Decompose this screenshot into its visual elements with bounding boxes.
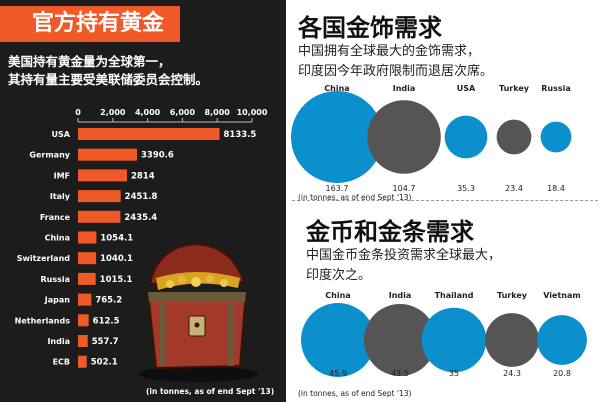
bubble-value-label: 163.7: [326, 184, 349, 193]
bar-x-axis: 0 2,000 4,000 6,000 8,000 10,000: [75, 108, 268, 123]
official-gold-subtitle-line1: 美国持有黄金量为全球第一，: [8, 54, 171, 69]
bubble-value-label: 45.9: [329, 369, 347, 378]
official-gold-panel: 官方持有黄金 美国持有黄金量为全球第一， 其持有量主要受美联储委员会控制。 0 2…: [0, 0, 286, 402]
x-tick-label: 6,000: [170, 108, 196, 117]
bar-value-label: 1054.1: [100, 234, 133, 244]
bar-value-label: 765.2: [95, 296, 122, 306]
bar-value-label: 612.5: [93, 316, 120, 326]
bubble-china: [301, 303, 375, 377]
jewellery-subtitle-line2: 印度因今年政府限制而退居次席。: [298, 64, 494, 79]
coin-bar-subtitle-line1: 中国金币金条投资需求全球最大，: [306, 248, 502, 263]
bubble-russia: [540, 121, 572, 153]
bubble-category-label: China: [325, 291, 350, 300]
jewellery-chart-note: (in tonnes, as of end Sept '13): [298, 193, 412, 202]
coin-bar-demand-subtitle: 中国金币金条投资需求全球最大， 印度次之。: [306, 246, 501, 286]
bar-category-label: ECB: [53, 358, 70, 367]
bubble-category-label: India: [389, 291, 412, 300]
x-tick-label: 0: [75, 108, 81, 117]
bubble-value-label: 23.4: [505, 184, 523, 193]
official-gold-bar-chart: 0 2,000 4,000 6,000 8,000 10,000 USA 8133.5 Ger…: [15, 108, 275, 396]
bar-category-label: Russia: [40, 275, 70, 284]
bar-category-label: Italy: [50, 192, 71, 201]
bar-china: [78, 231, 97, 244]
bubble-category-label: Turkey: [499, 84, 530, 93]
bar-russia: [78, 272, 96, 285]
bubble-value-label: 35.3: [457, 184, 475, 193]
bar-value-label: 1040.1: [100, 254, 133, 264]
bar-india: [78, 335, 88, 347]
bar-category-label: Netherlands: [15, 316, 71, 325]
bubble-value-label: 18.4: [547, 184, 565, 193]
bar-italy: [78, 190, 121, 203]
bubble-turkey: [485, 313, 539, 367]
demand-bubble-charts: China 163.7 India 104.7 USA 35.3 Turkey 23.4 Rus…: [291, 84, 587, 398]
bar-category-label: Japan: [44, 296, 71, 305]
bubble-category-label: Thailand: [435, 291, 474, 300]
bar-value-label: 502.1: [91, 358, 118, 368]
bubble-category-label: India: [393, 84, 416, 93]
bubble-thailand: [421, 307, 487, 373]
bar-value-label: 2814: [131, 171, 155, 181]
bar-value-label: 3390.6: [141, 151, 174, 161]
jewellery-subtitle-line1: 中国拥有全球最大的金饰需求，: [298, 44, 481, 59]
bubble-india: [363, 303, 437, 377]
bubble-value-label: 104.7: [393, 184, 416, 193]
bar-marks: USA 8133.5 Germany 3390.6 IMF 2814 Italy 2451.8…: [15, 128, 257, 368]
bar-category-label: India: [47, 337, 70, 346]
bubble-value-label: 24.3: [503, 369, 521, 378]
bubble-usa: [444, 115, 488, 159]
bubble-category-label: USA: [457, 84, 476, 93]
official-gold-subtitle: 美国持有黄金量为全球第一， 其持有量主要受美联储委员会控制。: [8, 53, 280, 89]
section-divider: [292, 200, 598, 201]
jewellery-demand-title: 各国金饰需求: [298, 14, 442, 42]
official-gold-title: 官方持有黄金: [0, 6, 181, 42]
bubble-india: [367, 100, 441, 174]
x-tick-label: 8,000: [205, 108, 231, 117]
bar-category-label: IMF: [54, 171, 70, 180]
bar-germany: [78, 148, 137, 161]
bubble-category-label: Russia: [541, 84, 571, 93]
bar-category-label: China: [45, 234, 70, 243]
x-tick-label: 2,000: [100, 108, 126, 117]
bar-netherlands: [78, 314, 89, 327]
treasure-chest-icon: [138, 242, 258, 382]
bar-imf: [78, 169, 127, 182]
bar-category-label: France: [40, 213, 71, 222]
bar-category-label: Germany: [29, 151, 70, 160]
jewellery-demand-subtitle: 中国拥有全球最大的金饰需求， 印度因今年政府限制而退居次席。: [298, 42, 493, 82]
bubble-value-label: 35: [449, 369, 459, 378]
bar-value-label: 8133.5: [224, 130, 257, 140]
official-gold-subtitle-line2: 其持有量主要受美联储委员会控制。: [8, 72, 209, 87]
bar-category-label: Switzerland: [17, 254, 71, 263]
bar-value-label: 1015.1: [100, 275, 133, 285]
coin-bar-demand-title: 金币和金条需求: [306, 218, 474, 246]
coin-bar-chart-note: (in tonnes, as of end Sept '13): [298, 389, 412, 398]
bubble-category-label: China: [324, 84, 349, 93]
jewellery-bubble-chart: China 163.7 India 104.7 USA 35.3 Turkey 23.4 Rus…: [291, 84, 572, 193]
bar-japan: [78, 293, 92, 306]
x-tick-label: 4,000: [135, 108, 161, 117]
coin-bar-bubble-chart: China 45.9 India 43.5 Thailand 35 Turkey 24.3 Vi…: [301, 291, 587, 378]
bubble-value-label: 20.8: [553, 369, 571, 378]
coin-bar-subtitle-line2: 印度次之。: [306, 268, 372, 283]
bar-france: [78, 210, 121, 223]
bar-switzerland: [78, 252, 97, 265]
bar-ecb: [78, 355, 87, 368]
bubble-china: [291, 91, 383, 183]
bubble-category-label: Turkey: [497, 291, 528, 300]
bar-value-label: 2451.8: [125, 192, 158, 202]
bar-category-label: USA: [52, 130, 71, 139]
bar-chart-note: (in tonnes, as of end Sept '13): [146, 387, 274, 396]
x-tick-label: 10,000: [237, 108, 268, 117]
bar-usa: [78, 128, 220, 140]
bar-value-label: 557.7: [92, 337, 119, 347]
bubble-value-label: 43.5: [391, 369, 409, 378]
bubble-category-label: Vietnam: [543, 291, 580, 300]
bubble-vietnam: [537, 315, 587, 365]
bar-value-label: 2435.4: [124, 213, 157, 223]
bubble-turkey: [496, 119, 532, 155]
